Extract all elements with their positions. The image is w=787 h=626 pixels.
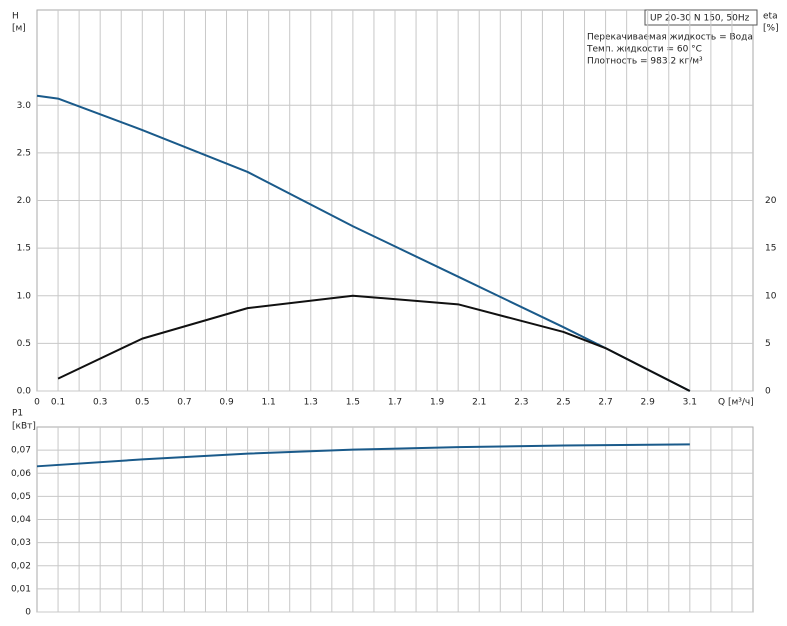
info-box	[644, 9, 758, 26]
x-tick-label: 1.5	[346, 398, 360, 408]
y-tick-label: 0,04	[11, 515, 31, 525]
x-tick-label: 2.3	[514, 398, 528, 408]
annotation: Плотность = 983.2 кг/м³	[587, 57, 703, 67]
y-tick-label: 0,05	[11, 492, 31, 502]
y-tick-label: 0,01	[11, 584, 31, 594]
annotation: Перекачиваемая жидкость = Вода	[587, 33, 753, 43]
x-tick-label: 0.1	[51, 398, 65, 408]
y-tick-label: 0.5	[17, 339, 31, 349]
x-tick-label: 1.7	[388, 398, 402, 408]
y2-tick-label: 0	[765, 387, 771, 397]
info-title: UP 20-30 N 150, 50Hz	[650, 14, 750, 24]
y2-unit: [%]	[763, 24, 779, 34]
x-tick-label: 1.1	[261, 398, 275, 408]
y-tick-label: 2.0	[17, 196, 32, 206]
y2-tick-label: 15	[765, 244, 776, 254]
y-tick-label: 2.5	[17, 148, 31, 158]
y2-tick-label: 5	[765, 339, 771, 349]
x-tick-label: 2.1	[472, 398, 486, 408]
series-line	[36, 443, 690, 468]
x-tick-label: 2.7	[598, 398, 612, 408]
y-tick-label: 0,02	[11, 561, 31, 571]
x-tick-label: 0.5	[135, 398, 149, 408]
x-tick-label: 3.1	[683, 398, 697, 408]
x-tick-label: 0.3	[93, 398, 107, 408]
x-tick-label: 0.7	[177, 398, 191, 408]
x-tick-label: 2.5	[556, 398, 570, 408]
x-tick-label: 1.3	[304, 398, 318, 408]
y2-tick-label: 20	[765, 196, 777, 206]
y-unit: [м]	[12, 24, 26, 34]
y-tick-label: 0	[25, 608, 31, 618]
x-label: Q [м³/ч]	[718, 398, 754, 408]
x-tick-label: 0.9	[219, 398, 234, 408]
y-tick-label: 3.0	[17, 101, 32, 111]
series-line	[57, 294, 691, 392]
y-tick-label: 0,06	[11, 469, 31, 479]
y-tick-label: 1.5	[17, 244, 31, 254]
y-tick-label: 0,07	[11, 446, 31, 456]
series-line	[36, 94, 691, 392]
y-tick-label: 1.0	[17, 291, 32, 301]
annotation: Темп. жидкости = 60 °C	[586, 45, 702, 55]
y-tick-label: 0,03	[11, 538, 31, 548]
y2-label: eta	[763, 12, 778, 22]
y-label: P1	[12, 409, 23, 419]
x-tick-label: 2.9	[641, 398, 656, 408]
y-label: H	[12, 12, 19, 22]
y-unit: [кВт]	[12, 422, 36, 432]
y-tick-label: 0.0	[17, 387, 32, 397]
y2-tick-label: 10	[765, 291, 777, 301]
x-tick-label: 1.9	[430, 398, 445, 408]
x-tick-label: 0	[34, 398, 40, 408]
